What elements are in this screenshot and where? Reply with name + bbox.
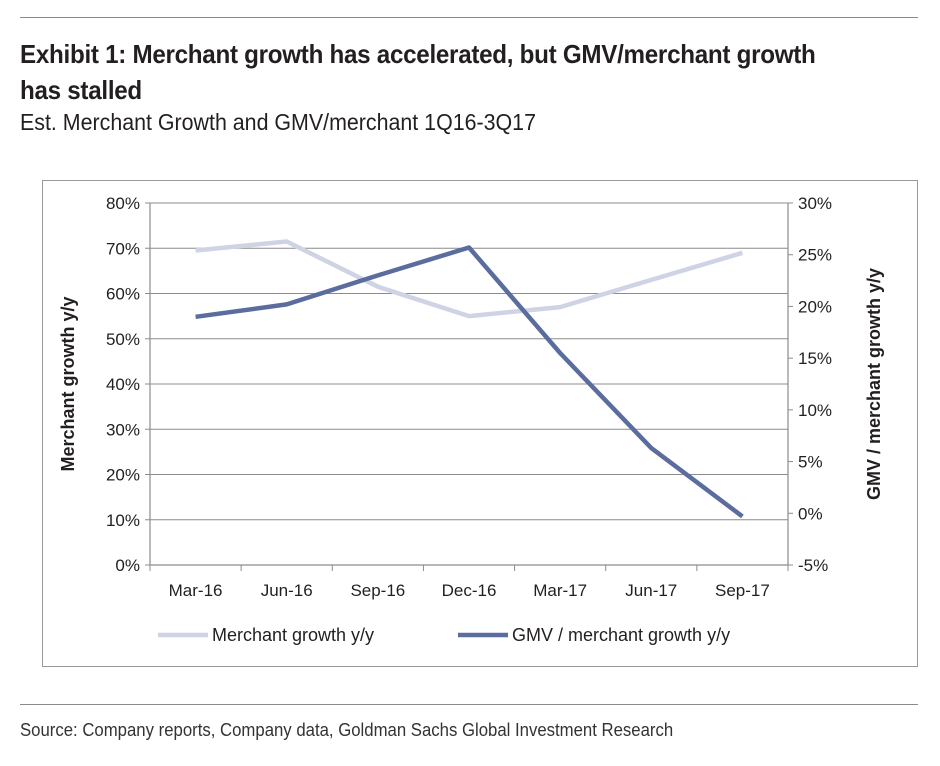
x-tick-label: Jun-17 [625,581,677,600]
chart-title: Exhibit 1: Merchant growth has accelerat… [20,39,816,105]
right-tick-label: 10% [798,401,832,420]
chart-frame [42,180,918,667]
x-tick-label: Sep-16 [350,581,405,600]
legend-label: Merchant growth y/y [212,625,374,645]
left-axis-tick-labels: 0% 10% 20% 30% 40% 50% 60% 70% 80% [106,194,140,575]
right-axis-title: GMV / merchant growth y/y [864,268,884,500]
series-lines [195,239,744,519]
left-tick-label: 0% [115,556,140,575]
right-tick-label: 5% [798,453,823,472]
legend: Merchant growth y/y GMV / merchant growth… [158,625,730,645]
top-rule [20,17,918,18]
source-note: Source: Company reports, Company data, G… [20,720,674,740]
legend-label: GMV / merchant growth y/y [512,625,730,645]
right-tick-label: 30% [798,194,832,213]
left-tick-label: 30% [106,420,140,439]
x-tick-label: Dec-16 [442,581,497,600]
chart-subtitle: Est. Merchant Growth and GMV/merchant 1Q… [20,109,536,135]
right-tick-label: 20% [798,297,832,316]
left-tick-label: 70% [106,239,140,258]
gmv-per-merchant-growth-line [195,245,744,519]
x-tick-label: Jun-16 [261,581,313,600]
left-tick-label: 10% [106,511,140,530]
x-tick-label: Mar-17 [533,581,587,600]
x-axis-ticks [145,202,793,571]
left-tick-label: 60% [106,285,140,304]
x-tick-label: Sep-17 [715,581,770,600]
left-tick-label: 80% [106,194,140,213]
left-tick-label: 20% [106,466,140,485]
bottom-rule [20,704,918,705]
left-tick-label: 50% [106,330,140,349]
right-tick-label: 15% [798,349,832,368]
left-tick-label: 40% [106,375,140,394]
right-tick-label: -5% [798,556,828,575]
x-tick-label: Mar-16 [169,581,223,600]
grid-lines [150,202,788,566]
x-axis-tick-labels: Mar-16 Jun-16 Sep-16 Dec-16 Mar-17 Jun-17 Sep-… [169,581,770,600]
right-tick-label: 0% [798,504,823,523]
right-axis-tick-labels: -5% 0% 5% 10% 15% 20% 25% 30% [798,194,832,575]
right-tick-label: 25% [798,246,832,265]
left-axis-title: Merchant growth y/y [58,296,78,471]
